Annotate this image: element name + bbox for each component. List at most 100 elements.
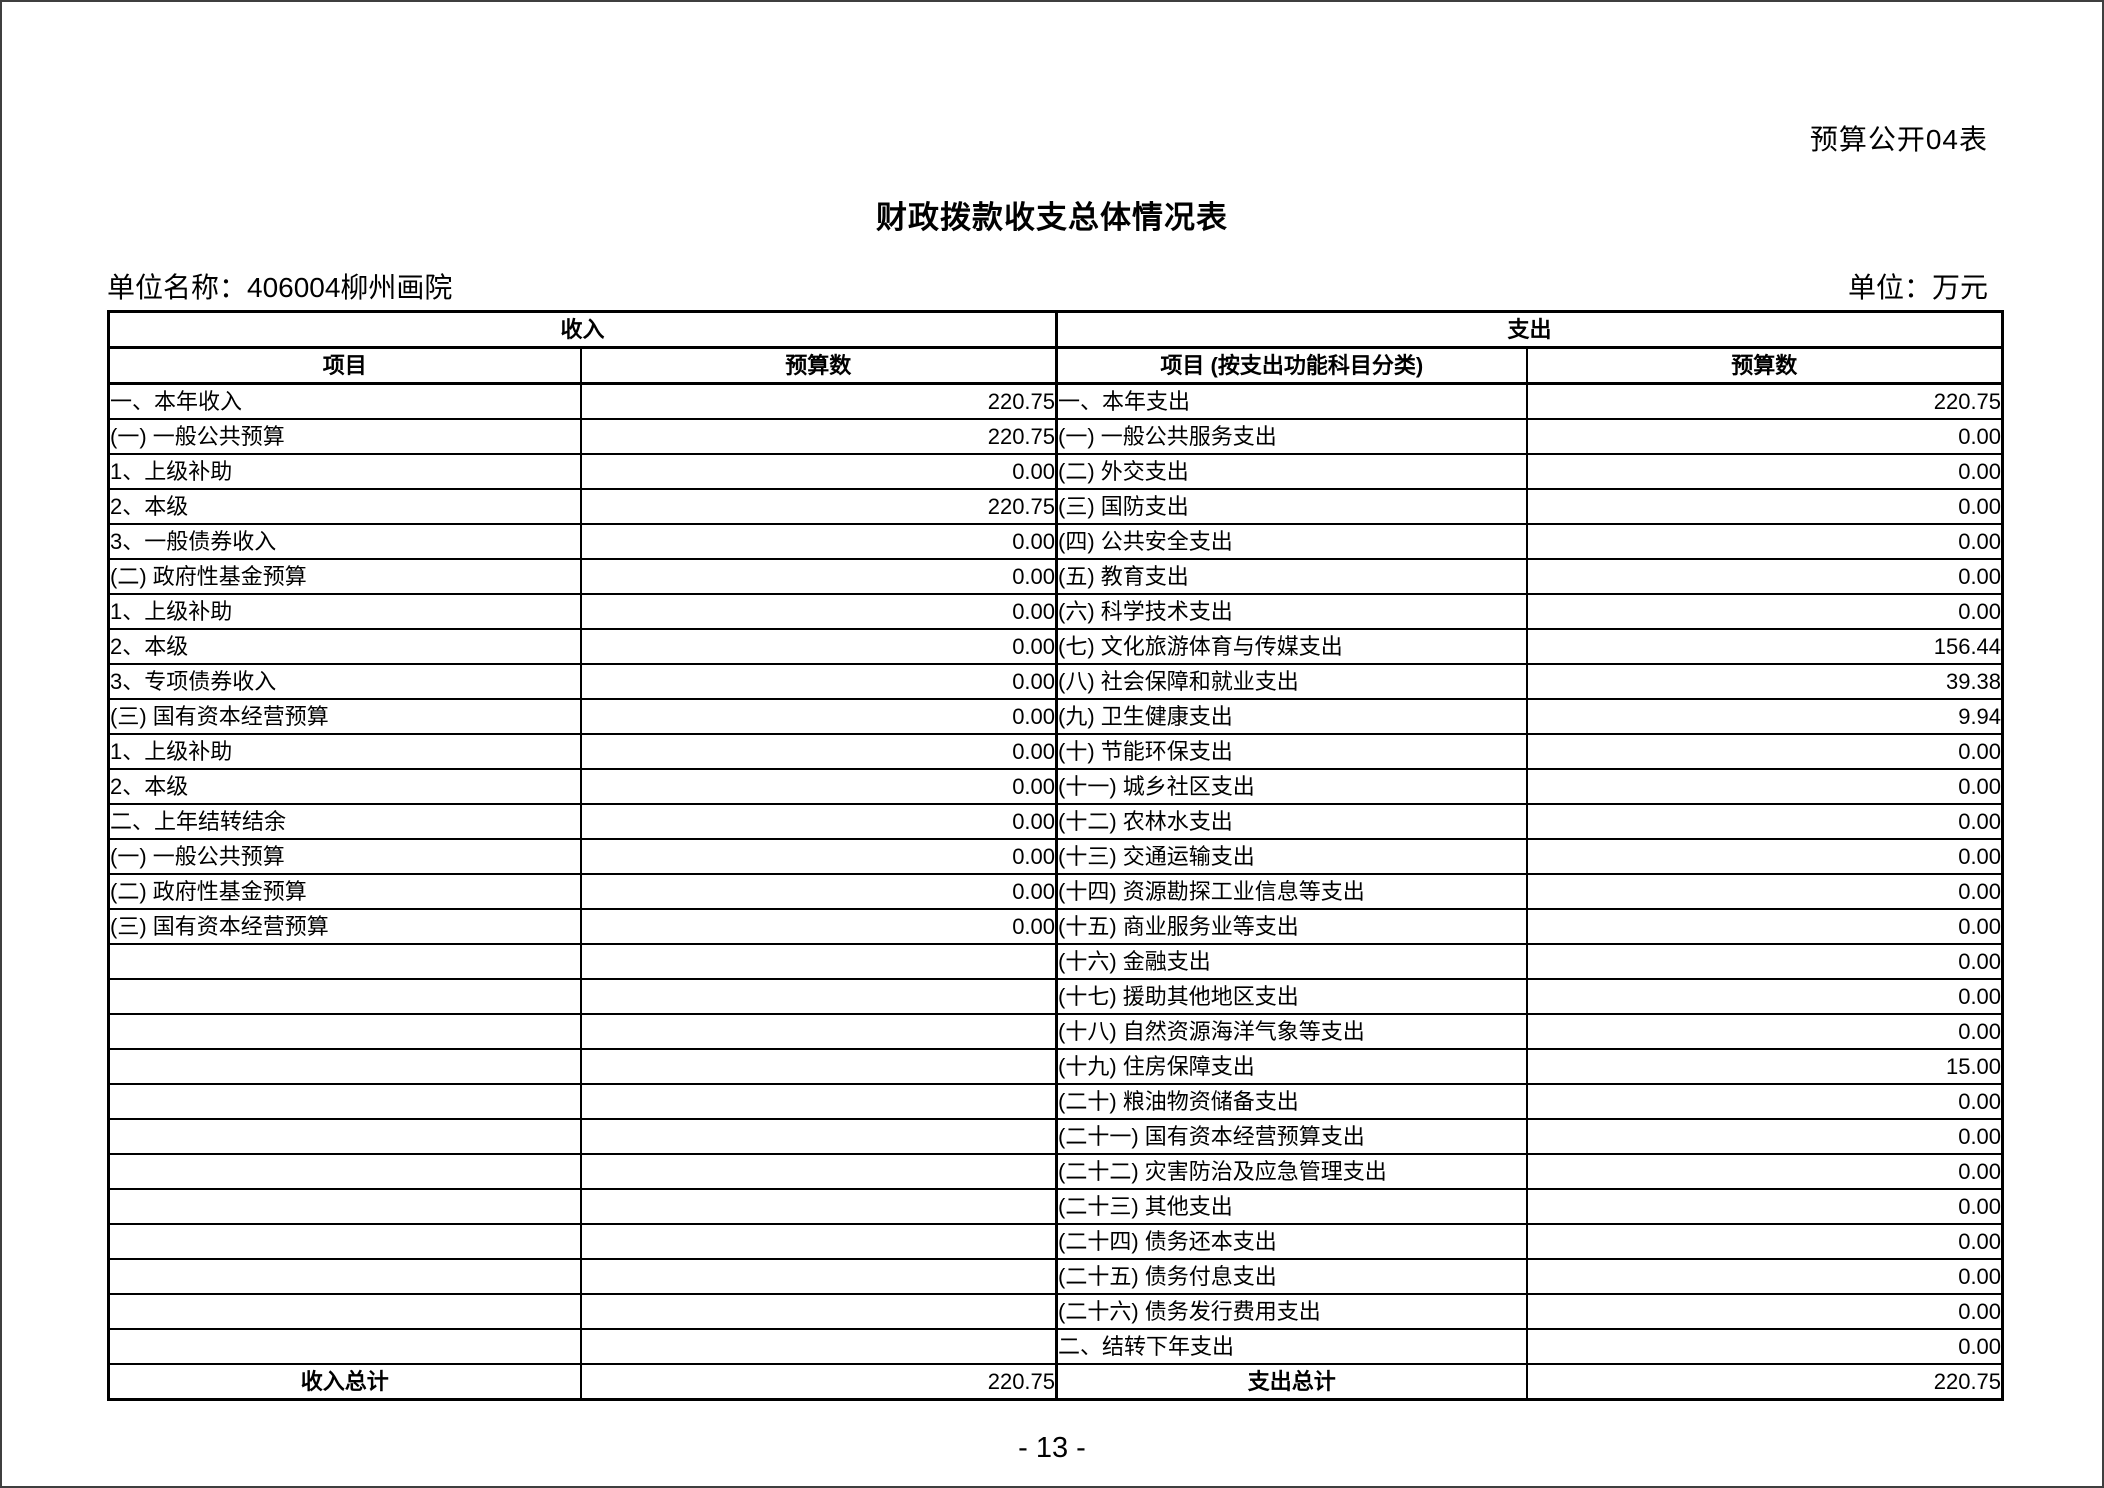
table-row: (十九) 住房保障支出 15.00 (107, 1048, 2004, 1085)
income-item-cell: 3、专项债券收入 (107, 663, 582, 700)
page-number: - 13 - (1018, 1432, 1086, 1464)
income-item-cell (107, 1293, 582, 1330)
expense-item-cell: (二十五) 债务付息支出 (1055, 1258, 1528, 1295)
income-item-header: 项目 (107, 346, 582, 385)
income-value-cell (579, 1188, 1058, 1225)
income-value-cell: 0.00 (579, 628, 1058, 665)
table-row: (二十四) 债务还本支出 0.00 (107, 1223, 2004, 1260)
income-value-cell: 220.75 (579, 488, 1058, 525)
income-value-cell (579, 943, 1058, 980)
expense-item-cell: (十九) 住房保障支出 (1055, 1048, 1528, 1085)
expense-item-cell: (八) 社会保障和就业支出 (1055, 663, 1528, 700)
income-item-cell (107, 1188, 582, 1225)
expense-item-cell: (十一) 城乡社区支出 (1055, 768, 1528, 805)
income-item-cell: 1、上级补助 (107, 453, 582, 490)
table-row: (二十) 粮油物资储备支出 0.00 (107, 1083, 2004, 1120)
income-item-cell: (三) 国有资本经营预算 (107, 698, 582, 735)
expense-item-cell: (一) 一般公共服务支出 (1055, 418, 1528, 455)
expense-item-cell: (六) 科学技术支出 (1055, 593, 1528, 630)
expense-item-cell: (十五) 商业服务业等支出 (1055, 908, 1528, 945)
table-row: (一) 一般公共预算 0.00 (十三) 交通运输支出 0.00 (107, 838, 2004, 875)
expense-item-cell: (十三) 交通运输支出 (1055, 838, 1528, 875)
table-row: 2、本级 0.00 (十一) 城乡社区支出 0.00 (107, 768, 2004, 805)
unit-name-label: 单位名称：406004柳州画院 (107, 272, 453, 303)
income-value-cell: 0.00 (579, 453, 1058, 490)
income-item-cell: 1、上级补助 (107, 733, 582, 770)
income-value-cell (579, 978, 1058, 1015)
income-value-cell (579, 1258, 1058, 1295)
income-value-cell: 0.00 (579, 908, 1058, 945)
table-row: (十六) 金融支出 0.00 (107, 943, 2004, 980)
expense-value-cell: 0.00 (1525, 768, 2004, 805)
expense-value-header: 预算数 (1525, 346, 2004, 385)
expense-value-cell: 9.94 (1525, 698, 2004, 735)
table-row: (二十六) 债务发行费用支出 0.00 (107, 1293, 2004, 1330)
expense-value-cell: 0.00 (1525, 943, 2004, 980)
expense-item-cell: 一、本年支出 (1055, 382, 1528, 420)
table-row: (二十二) 灾害防治及应急管理支出 0.00 (107, 1153, 2004, 1190)
expense-item-cell: (二十四) 债务还本支出 (1055, 1223, 1528, 1260)
expense-item-header: 项目 (按支出功能科目分类) (1055, 346, 1528, 385)
table-row: (三) 国有资本经营预算 0.00 (十五) 商业服务业等支出 0.00 (107, 908, 2004, 945)
expense-value-cell: 0.00 (1525, 1013, 2004, 1050)
table-row: 1、上级补助 0.00 (十) 节能环保支出 0.00 (107, 733, 2004, 770)
expense-value-cell: 0.00 (1525, 978, 2004, 1015)
expense-value-cell: 0.00 (1525, 1293, 2004, 1330)
income-item-cell: 二、上年结转结余 (107, 803, 582, 840)
table-row: 1、上级补助 0.00 (六) 科学技术支出 0.00 (107, 593, 2004, 630)
table-row: 二、结转下年支出 0.00 (107, 1328, 2004, 1365)
income-value-cell: 220.75 (579, 382, 1058, 420)
income-value-cell: 0.00 (579, 663, 1058, 700)
expense-value-cell: 15.00 (1525, 1048, 2004, 1085)
expense-value-cell: 0.00 (1525, 838, 2004, 875)
income-total-value: 220.75 (579, 1363, 1058, 1401)
form-number-label: 预算公开04表 (1809, 124, 1988, 155)
table-row: 3、一般债券收入 0.00 (四) 公共安全支出 0.00 (107, 523, 2004, 560)
expense-item-cell: (二十六) 债务发行费用支出 (1055, 1293, 1528, 1330)
expense-item-cell: (二十三) 其他支出 (1055, 1188, 1528, 1225)
income-item-cell (107, 1118, 582, 1155)
income-value-cell: 0.00 (579, 768, 1058, 805)
income-item-cell: 2、本级 (107, 628, 582, 665)
table-row: (三) 国有资本经营预算 0.00 (九) 卫生健康支出 9.94 (107, 698, 2004, 735)
expense-value-cell: 0.00 (1525, 1153, 2004, 1190)
section-header-row: 收入 支出 (107, 310, 2004, 349)
expense-item-cell: (十七) 援助其他地区支出 (1055, 978, 1528, 1015)
table-row: (十八) 自然资源海洋气象等支出 0.00 (107, 1013, 2004, 1050)
expense-item-cell: (二) 外交支出 (1055, 453, 1528, 490)
income-item-cell: 1、上级补助 (107, 593, 582, 630)
expense-value-cell: 0.00 (1525, 1223, 2004, 1260)
income-item-cell (107, 1013, 582, 1050)
table-row: (二十一) 国有资本经营预算支出 0.00 (107, 1118, 2004, 1155)
meta-row: 单位名称：406004柳州画院 单位：万元 (107, 266, 1988, 306)
expense-item-cell: (十八) 自然资源海洋气象等支出 (1055, 1013, 1528, 1050)
expense-item-cell: (四) 公共安全支出 (1055, 523, 1528, 560)
income-value-cell: 0.00 (579, 733, 1058, 770)
expense-item-cell: 二、结转下年支出 (1055, 1328, 1528, 1365)
budget-table: 收入 支出 项目 预算数 项目 (按支出功能科目分类) 预算数 一、本年收入 22… (107, 310, 2005, 1401)
expense-value-cell: 0.00 (1525, 558, 2004, 595)
income-item-cell: (二) 政府性基金预算 (107, 873, 582, 910)
expense-item-cell: (二十) 粮油物资储备支出 (1055, 1083, 1528, 1120)
income-value-cell: 0.00 (579, 873, 1058, 910)
expense-total-label: 支出总计 (1055, 1363, 1528, 1401)
income-item-cell (107, 978, 582, 1015)
table-row: 1、上级补助 0.00 (二) 外交支出 0.00 (107, 453, 2004, 490)
table-row: 2、本级 220.75 (三) 国防支出 0.00 (107, 488, 2004, 525)
expense-value-cell: 0.00 (1525, 873, 2004, 910)
income-item-cell: 2、本级 (107, 488, 582, 525)
income-value-cell: 0.00 (579, 593, 1058, 630)
table-row: (二十三) 其他支出 0.00 (107, 1188, 2004, 1225)
expense-value-cell: 156.44 (1525, 628, 2004, 665)
column-header-row: 项目 预算数 项目 (按支出功能科目分类) 预算数 (107, 346, 2004, 385)
table-body: 收入 支出 项目 预算数 项目 (按支出功能科目分类) 预算数 一、本年收入 22… (107, 310, 2004, 1401)
table-row: 2、本级 0.00 (七) 文化旅游体育与传媒支出 156.44 (107, 628, 2004, 665)
income-value-cell: 0.00 (579, 698, 1058, 735)
expense-value-cell: 0.00 (1525, 523, 2004, 560)
expense-value-cell: 0.00 (1525, 1118, 2004, 1155)
currency-unit-label: 单位：万元 (1847, 272, 1988, 303)
income-value-cell (579, 1223, 1058, 1260)
expense-value-cell: 0.00 (1525, 908, 2004, 945)
expense-item-cell: (五) 教育支出 (1055, 558, 1528, 595)
income-item-cell (107, 1223, 582, 1260)
